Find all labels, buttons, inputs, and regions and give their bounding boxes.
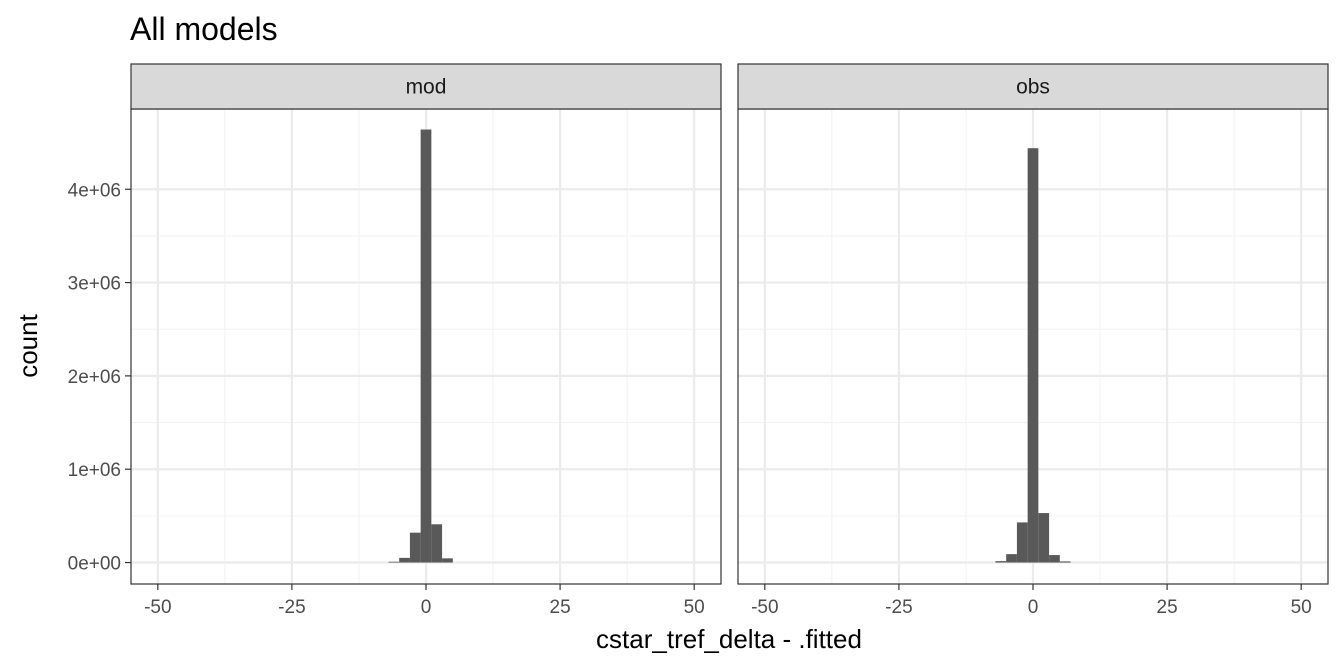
histogram-bar	[1006, 554, 1017, 563]
facet-panels: mod -50 -25 0 25 50 obs -50 -25 0 25 50	[130, 63, 1329, 618]
x-axis-title: cstar_tref_delta - .fitted	[596, 624, 862, 654]
facet-panel-obs: obs -50 -25 0 25 50	[737, 63, 1329, 618]
x-tick-label: 50	[684, 597, 705, 618]
x-tick-label: -25	[278, 597, 305, 618]
histogram-bar	[409, 532, 421, 563]
histogram-bar	[388, 561, 400, 563]
y-tick-label: 0e+00	[68, 554, 121, 575]
y-tick-label: 2e+06	[68, 367, 121, 388]
y-axis: 0e+00 1e+06 2e+06 3e+06 4e+06	[68, 180, 131, 575]
y-axis-title: count	[13, 313, 43, 377]
y-tick-label: 3e+06	[68, 274, 121, 295]
x-tick-label: -25	[885, 597, 912, 618]
x-tick-label: -50	[144, 597, 171, 618]
x-tick-label: 0	[1028, 597, 1039, 618]
facet-strip-label: obs	[1016, 76, 1050, 99]
histogram-bar	[431, 524, 443, 563]
x-tick-label: 0	[421, 597, 432, 618]
chart-title: All models	[130, 11, 278, 47]
histogram-bar	[1016, 522, 1028, 563]
x-tick-label: 25	[550, 597, 571, 618]
histogram-bar	[1049, 555, 1060, 563]
histogram-bar	[399, 557, 410, 563]
histogram-bar	[1027, 148, 1039, 563]
x-tick-label: -50	[751, 597, 778, 618]
x-tick-label: 25	[1157, 597, 1178, 618]
facet-panel-mod: mod -50 -25 0 25 50	[130, 63, 722, 618]
histogram-bar	[1038, 513, 1050, 563]
histogram-bar	[420, 129, 432, 563]
facet-strip	[737, 63, 1329, 110]
histogram-bar	[1059, 561, 1071, 563]
y-tick-label: 1e+06	[68, 460, 121, 481]
facet-strip	[130, 63, 722, 110]
y-tick-label: 4e+06	[68, 180, 121, 201]
histogram-bar	[995, 561, 1007, 563]
histogram-bar	[442, 558, 453, 563]
x-tick-label: 50	[1291, 597, 1312, 618]
facet-strip-label: mod	[406, 76, 447, 99]
